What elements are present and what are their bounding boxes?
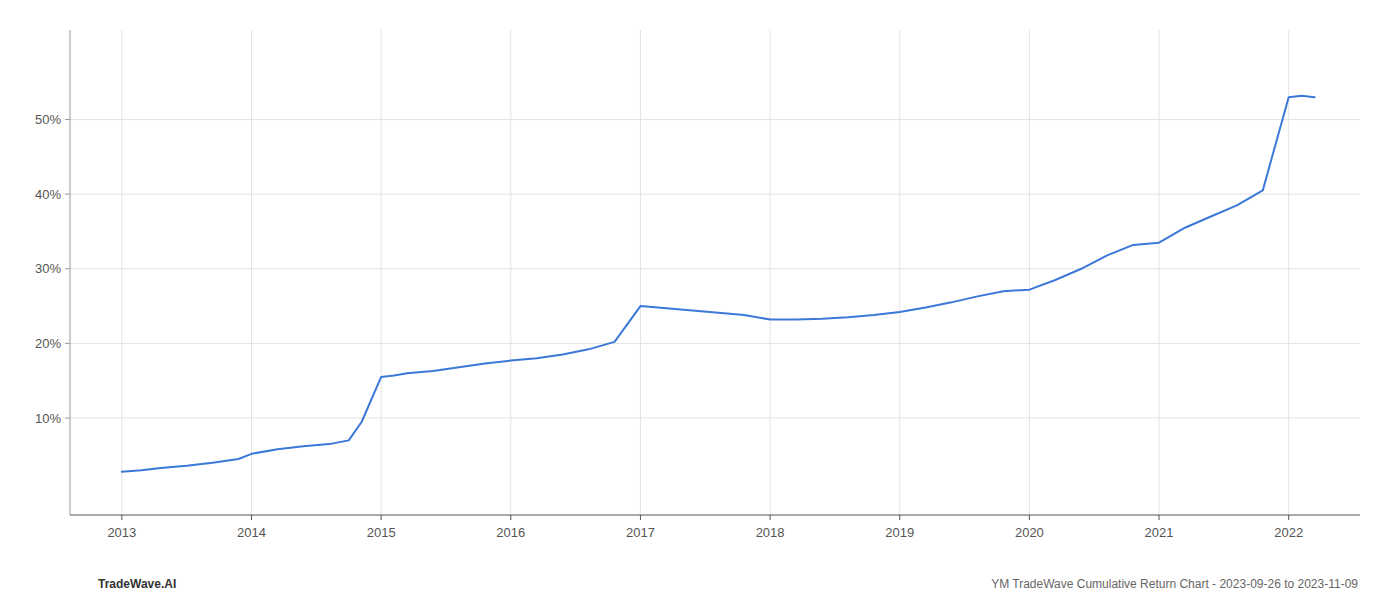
x-tick	[1029, 515, 1030, 520]
grid	[70, 30, 1360, 515]
x-tick-label: 2020	[1015, 525, 1044, 540]
plot-area	[122, 96, 1315, 472]
x-tick	[121, 515, 122, 520]
x-tick	[510, 515, 511, 520]
footer-left: TradeWave.AI	[98, 577, 176, 591]
x-tick	[770, 515, 771, 520]
x-grid-line	[1029, 30, 1030, 515]
x-tick	[899, 515, 900, 520]
x-grid-line	[1159, 30, 1160, 515]
x-grid-line	[899, 30, 900, 515]
y-grid-line	[70, 194, 1360, 195]
chart: 2013 2014 2015 2016 2017 2018 2019 2020 2021 2022…	[0, 0, 1400, 600]
x-tick-label: 2019	[885, 525, 914, 540]
x-grid-line	[1288, 30, 1289, 515]
x-tick-label: 2015	[367, 525, 396, 540]
y-grid-line	[70, 119, 1360, 120]
x-grid-line	[121, 30, 122, 515]
x-tick-label: 2021	[1145, 525, 1174, 540]
y-grid-line	[70, 418, 1360, 419]
footer-right: YM TradeWave Cumulative Return Chart - 2…	[991, 577, 1358, 591]
y-tick	[65, 119, 70, 120]
x-tick	[640, 515, 641, 520]
y-grid-line	[70, 268, 1360, 269]
x-tick-label: 2013	[107, 525, 136, 540]
x-tick-label: 2022	[1274, 525, 1303, 540]
x-grid-line	[640, 30, 641, 515]
y-tick-label: 50%	[35, 112, 61, 127]
x-axis-line	[70, 515, 1360, 516]
y-tick	[65, 418, 70, 419]
y-tick	[65, 343, 70, 344]
x-tick	[251, 515, 252, 520]
line	[122, 96, 1315, 472]
x-grid-line	[381, 30, 382, 515]
x-tick	[1288, 515, 1289, 520]
y-tick-label: 40%	[35, 187, 61, 202]
x-tick	[381, 515, 382, 520]
axes: 2013 2014 2015 2016 2017 2018 2019 2020 2021 2022…	[35, 30, 1360, 540]
y-tick-label: 10%	[35, 411, 61, 426]
x-grid-line	[770, 30, 771, 515]
y-tick-label: 20%	[35, 336, 61, 351]
x-tick-label: 2016	[496, 525, 525, 540]
x-tick	[1159, 515, 1160, 520]
y-tick	[65, 268, 70, 269]
x-tick-label: 2014	[237, 525, 266, 540]
x-tick-label: 2018	[756, 525, 785, 540]
x-grid-line	[251, 30, 252, 515]
x-grid-line	[510, 30, 511, 515]
x-tick-label: 2017	[626, 525, 655, 540]
y-axis-line	[70, 30, 71, 515]
y-tick-label: 30%	[35, 261, 61, 276]
y-grid-line	[70, 343, 1360, 344]
y-tick	[65, 194, 70, 195]
